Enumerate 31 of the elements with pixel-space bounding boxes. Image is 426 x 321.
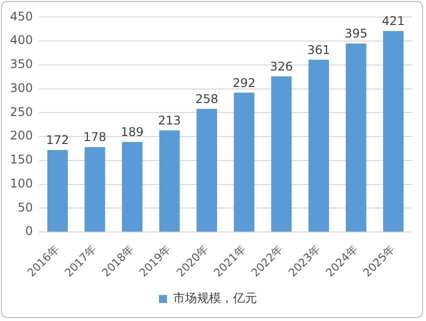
data-label: 326	[270, 60, 293, 74]
data-label: 189	[120, 124, 144, 139]
bar	[308, 60, 329, 232]
data-label: 258	[195, 92, 218, 106]
bar	[234, 92, 254, 232]
bar	[346, 43, 366, 232]
y-tick-label: 0	[25, 224, 33, 238]
y-tick-label: 50	[18, 200, 33, 214]
data-label: 292	[232, 76, 256, 90]
y-tick-label: 300	[10, 80, 33, 95]
bar	[159, 130, 180, 232]
bar	[196, 108, 218, 232]
bar	[271, 76, 292, 232]
legend-label: 市场规模，亿元	[173, 291, 257, 306]
y-tick-label: 250	[10, 104, 33, 119]
y-tick-label: 400	[10, 33, 33, 48]
y-tick-label: 350	[10, 57, 33, 72]
data-label: 361	[307, 42, 330, 57]
bar	[84, 147, 106, 232]
bar	[383, 31, 404, 232]
bar	[122, 142, 142, 232]
data-label: 395	[344, 26, 368, 41]
data-label: 213	[158, 114, 181, 128]
y-tick-label: 150	[10, 152, 33, 167]
y-tick-label: 200	[10, 128, 33, 143]
data-label: 178	[83, 130, 106, 144]
bar	[47, 150, 68, 232]
y-tick-label: 100	[10, 176, 33, 190]
data-label: 421	[382, 14, 405, 28]
y-tick-label: 450	[10, 9, 33, 24]
data-label: 172	[46, 133, 70, 148]
